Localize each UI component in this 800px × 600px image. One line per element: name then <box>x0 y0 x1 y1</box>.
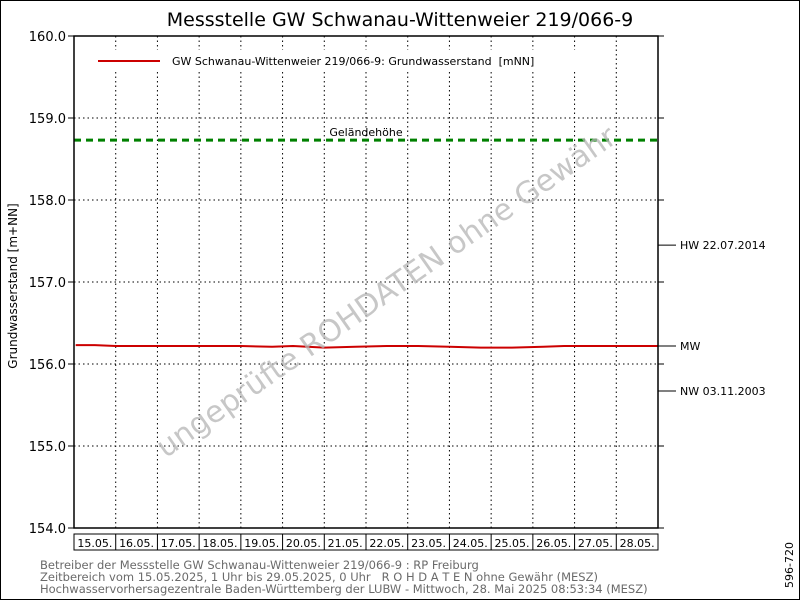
footer-operator: Betreiber der Messstelle GW Schwanau-Wit… <box>40 558 479 572</box>
reference-lines: Geländehöhe <box>74 126 658 142</box>
legend-box <box>88 50 582 72</box>
y-tick-label: 159.0 <box>29 112 66 127</box>
x-tick-label: 19.05. <box>244 537 279 550</box>
marker-label: HW 22.07.2014 <box>680 239 766 252</box>
y-tick-label: 160.0 <box>29 30 66 45</box>
x-tick-label: 26.05. <box>536 537 571 550</box>
marker-label: NW 03.11.2003 <box>680 385 766 398</box>
x-tick-label: 22.05. <box>369 537 404 550</box>
x-tick-label: 27.05. <box>578 537 613 550</box>
marker-label: MW <box>680 340 700 353</box>
chart-title: Messstelle GW Schwanau-Wittenweier 219/0… <box>167 9 634 31</box>
x-tick-label: 23.05. <box>411 537 446 550</box>
x-tick-label: 17.05. <box>161 537 196 550</box>
grid <box>74 36 658 528</box>
series-layer <box>75 344 658 349</box>
y-tick-label: 158.0 <box>29 194 66 209</box>
y-tick-label: 155.0 <box>29 440 66 455</box>
y-axis-ticks: 154.0 155.0 156.0 157.0 158.0 159.0 160.0 <box>29 30 664 537</box>
y-axis-label: Grundwasserstand [m+NN] <box>6 203 20 368</box>
series-line <box>75 344 658 349</box>
side-code: 596-720 <box>783 542 796 588</box>
reference-line-label: Geländehöhe <box>329 126 402 139</box>
x-tick-label: 16.05. <box>119 537 154 550</box>
watermark: ungeprüfte ROHDATEN ohne Gewähr <box>150 119 624 465</box>
footer-publisher: Hochwasservorhersagezentrale Baden-Württ… <box>40 582 648 596</box>
x-tick-label: 21.05. <box>328 537 363 550</box>
x-tick-label: 15.05. <box>77 537 112 550</box>
x-tick-label: 28.05. <box>620 537 655 550</box>
x-tick-label: 25.05. <box>495 537 530 550</box>
y-tick-label: 157.0 <box>29 276 66 291</box>
legend: GW Schwanau-Wittenweier 219/066-9: Grund… <box>88 50 582 72</box>
legend-label: GW Schwanau-Wittenweier 219/066-9: Grund… <box>172 55 534 68</box>
y-tick-label: 156.0 <box>29 358 66 373</box>
right-markers: HW 22.07.2014 MW NW 03.11.2003 <box>658 239 766 398</box>
footer-time-range: Zeitbereich vom 15.05.2025, 1 Uhr bis 29… <box>40 570 598 584</box>
x-axis-ticks: 15.05. 16.05. 17.05. 18.05. 19.05. 20.05. 21.0… <box>77 534 655 550</box>
x-tick-label: 20.05. <box>286 537 321 550</box>
y-tick-label: 154.0 <box>29 522 66 537</box>
x-tick-label: 18.05. <box>203 537 238 550</box>
x-tick-label: 24.05. <box>453 537 488 550</box>
